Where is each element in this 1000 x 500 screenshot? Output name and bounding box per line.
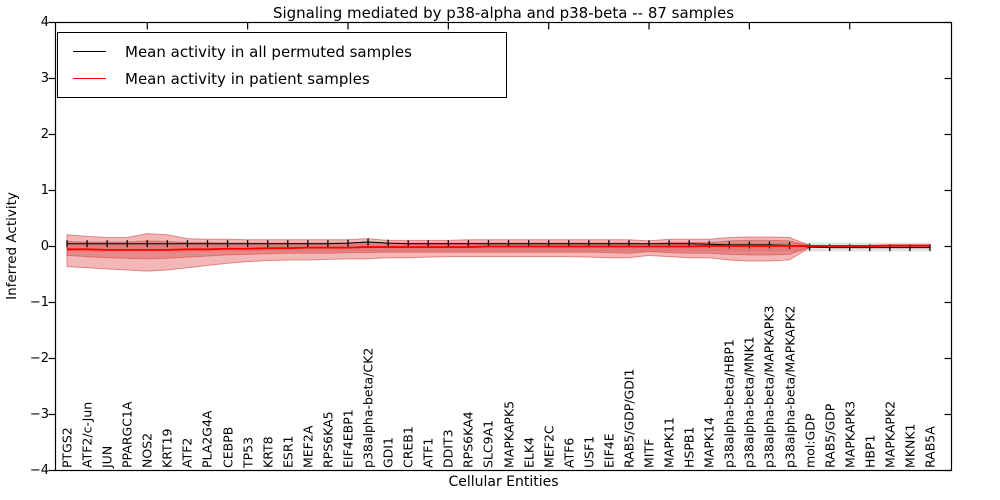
x-axis-label: Cellular Entities	[448, 474, 559, 490]
y-tick-label: −2	[29, 350, 49, 366]
chart-title: Signaling mediated by p38-alpha and p38-…	[272, 4, 735, 22]
y-tick-label: 1	[40, 182, 49, 198]
y-tick-label: 4	[40, 14, 49, 30]
axis-ticks	[48, 21, 952, 472]
legend-line-permuted	[73, 51, 106, 52]
y-tick-label: 3	[40, 70, 49, 86]
legend-item: Mean activity in patient samples	[73, 67, 506, 91]
legend-item-label: Mean activity in all permuted samples	[125, 42, 412, 61]
legend-item-label: Mean activity in patient samples	[125, 69, 370, 88]
plot-border	[54, 21, 953, 472]
y-tick-label: −4	[29, 462, 49, 478]
y-tick-label: −1	[29, 294, 49, 310]
legend-item: Mean activity in all permuted samples	[73, 40, 506, 64]
y-tick-label: −3	[29, 406, 49, 422]
y-tick-label: 2	[40, 126, 49, 142]
legend: Mean activity in all permuted samples Me…	[57, 32, 507, 98]
y-tick-label: 0	[40, 238, 49, 254]
legend-line-patient	[73, 78, 106, 79]
series-line-patient	[67, 244, 930, 251]
